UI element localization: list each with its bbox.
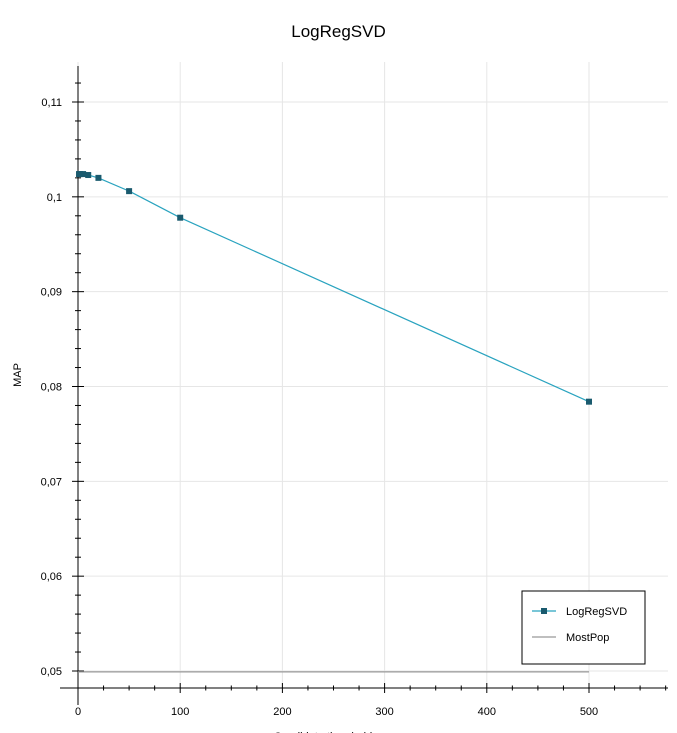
y-tick-label: 0,11 [41, 97, 62, 109]
data-point [95, 174, 102, 181]
x-axis-title: Candidate threshold [274, 731, 372, 733]
data-point [126, 188, 133, 195]
data-point [85, 172, 92, 179]
legend-marker [541, 608, 547, 614]
x-tick-label: 0 [75, 706, 81, 718]
x-tick-label: 200 [273, 706, 291, 718]
y-tick-label: 0,06 [41, 571, 62, 583]
legend: LogRegSVD MostPop [521, 590, 646, 665]
legend-box [521, 590, 646, 665]
chart-title: LogRegSVD [291, 22, 386, 41]
data-point [80, 171, 87, 178]
y-tick-label: 0,05 [41, 666, 62, 678]
grid [77, 62, 668, 688]
series [76, 171, 592, 673]
legend-label: LogRegSVD [566, 606, 627, 618]
legend-label: MostPop [566, 632, 609, 644]
data-point [586, 398, 592, 405]
x-tick-label: 100 [171, 706, 189, 718]
data-point [77, 171, 84, 178]
data-point [177, 214, 184, 221]
y-tick-label: 0,09 [41, 287, 62, 299]
y-tick-label: 0,1 [47, 192, 62, 204]
axes: 0 100 200 300 400 500 0,05 0,06 0,07 0,08 0,09 0,1 0… [12, 66, 668, 733]
y-tick-label: 0,07 [41, 476, 62, 488]
y-axis-title: MAP [12, 363, 24, 387]
x-tick-label: 300 [375, 706, 393, 718]
x-tick-label: 500 [580, 706, 598, 718]
x-tick-label: 400 [478, 706, 496, 718]
y-tick-label: 0,08 [41, 382, 62, 394]
series-line-logregsvd [79, 173, 590, 403]
